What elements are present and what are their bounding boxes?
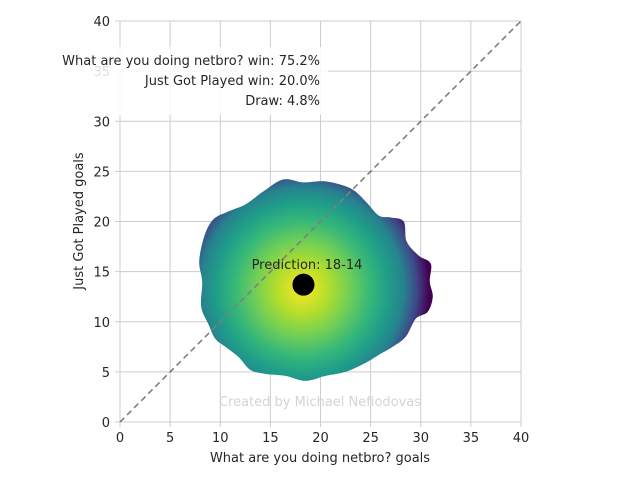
y-axis-label: Just Got Played goals bbox=[72, 152, 87, 291]
y-tick-label: 10 bbox=[93, 316, 110, 331]
y-tick-label: 25 bbox=[93, 165, 110, 180]
x-tick-label: 25 bbox=[362, 431, 379, 446]
y-tick-label: 0 bbox=[102, 416, 110, 431]
x-tick-label: 5 bbox=[166, 431, 174, 446]
x-tick-label: 30 bbox=[412, 431, 429, 446]
away-win-prob: Just Got Played win: 20.0% bbox=[144, 74, 320, 89]
x-tick-label: 10 bbox=[212, 431, 229, 446]
y-tick-label: 30 bbox=[93, 115, 110, 130]
y-tick-label: 5 bbox=[102, 366, 110, 381]
diagonal-line bbox=[119, 20, 522, 423]
y-tick-label: 40 bbox=[93, 15, 110, 30]
watermark: Created by Michael Nefiodovas bbox=[219, 395, 421, 410]
home-win-prob: What are you doing netbro? win: 75.2% bbox=[62, 54, 320, 69]
x-axis-label: What are you doing netbro? goals bbox=[210, 451, 430, 466]
win-probabilities: What are you doing netbro? win: 75.2% Ju… bbox=[36, 47, 328, 115]
x-tick-label: 15 bbox=[262, 431, 279, 446]
x-tick-label: 20 bbox=[312, 431, 329, 446]
prediction-label: Prediction: 18-14 bbox=[252, 258, 363, 273]
y-tick-label: 15 bbox=[93, 266, 110, 281]
x-tick-label: 35 bbox=[463, 431, 480, 446]
draw-prob: Draw: 4.8% bbox=[245, 94, 320, 109]
prediction-point bbox=[292, 273, 315, 296]
x-tick-label: 0 bbox=[116, 431, 124, 446]
y-tick-label: 20 bbox=[93, 216, 110, 231]
density-region bbox=[199, 179, 433, 381]
x-tick-label: 40 bbox=[513, 431, 530, 446]
